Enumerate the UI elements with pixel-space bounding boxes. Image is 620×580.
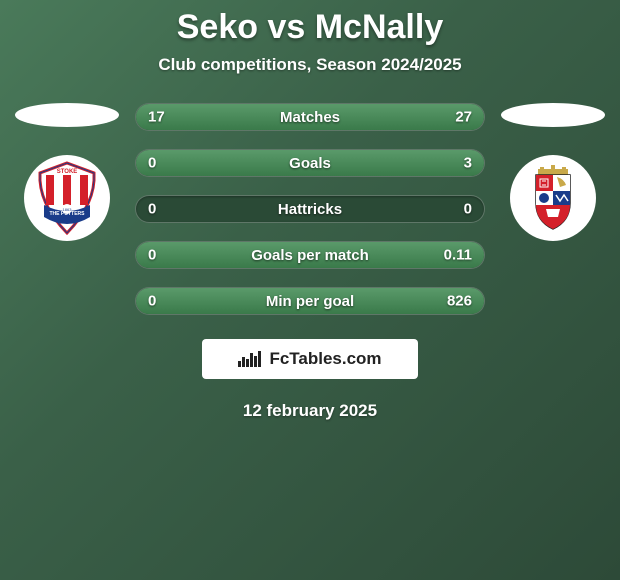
stat-value-right: 3 bbox=[464, 155, 472, 172]
stat-value-left: 0 bbox=[148, 155, 156, 172]
stat-value-left: 0 bbox=[148, 201, 156, 218]
stat-value-right: 0 bbox=[464, 201, 472, 218]
stat-label: Matches bbox=[280, 109, 340, 126]
comparison-layout: STOKE THE POTTERS 1863 17 Matches 27 0 Goals… bbox=[0, 103, 620, 315]
stat-value-left: 17 bbox=[148, 109, 165, 126]
stat-label: Hattricks bbox=[278, 201, 342, 218]
stat-bar: 0 Goals per match 0.11 bbox=[135, 241, 485, 269]
stat-value-right: 0.11 bbox=[444, 247, 472, 264]
stat-label: Goals bbox=[289, 155, 331, 172]
club-crest-right bbox=[510, 155, 596, 241]
stat-bar: 0 Goals 3 bbox=[135, 149, 485, 177]
bar-chart-icon bbox=[238, 351, 261, 367]
stat-value-left: 0 bbox=[148, 247, 156, 264]
stat-value-left: 0 bbox=[148, 293, 156, 310]
stat-bar: 0 Hattricks 0 bbox=[135, 195, 485, 223]
stat-bar: 17 Matches 27 bbox=[135, 103, 485, 131]
club-crest-left: STOKE THE POTTERS 1863 bbox=[24, 155, 110, 241]
shield-icon bbox=[510, 155, 596, 241]
stat-label: Goals per match bbox=[251, 247, 369, 264]
brand-label: FcTables.com bbox=[269, 349, 381, 369]
brand-badge[interactable]: FcTables.com bbox=[202, 339, 418, 379]
player-silhouette-left bbox=[15, 103, 119, 127]
stat-bar: 0 Min per goal 826 bbox=[135, 287, 485, 315]
stat-value-right: 27 bbox=[455, 109, 472, 126]
svg-text:STOKE: STOKE bbox=[57, 169, 78, 175]
shield-icon: STOKE THE POTTERS 1863 bbox=[24, 155, 110, 241]
stat-bars: 17 Matches 27 0 Goals 3 0 Hattricks 0 0 Goals per … bbox=[135, 103, 485, 315]
page-title: Seko vs McNally bbox=[0, 8, 620, 47]
player-silhouette-right bbox=[501, 103, 605, 127]
stat-label: Min per goal bbox=[266, 293, 354, 310]
left-side: STOKE THE POTTERS 1863 bbox=[7, 103, 127, 241]
page-subtitle: Club competitions, Season 2024/2025 bbox=[0, 55, 620, 75]
stat-value-right: 826 bbox=[447, 293, 472, 310]
date-label: 12 february 2025 bbox=[0, 401, 620, 421]
svg-text:1863: 1863 bbox=[63, 207, 73, 212]
right-side bbox=[493, 103, 613, 241]
comparison-card: Seko vs McNally Club competitions, Seaso… bbox=[0, 0, 620, 421]
